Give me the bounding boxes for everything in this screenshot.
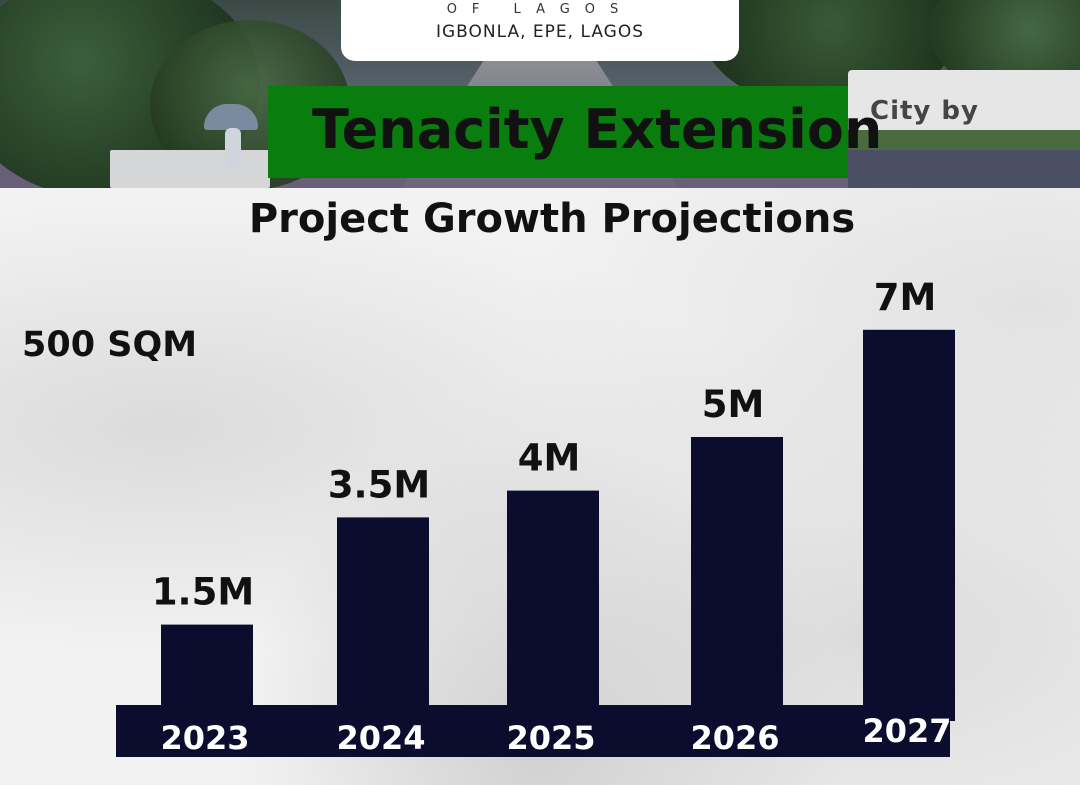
data-label-2023: 1.5M	[152, 571, 254, 614]
chart-title: Project Growth Projections	[248, 196, 856, 242]
estate-sign-text: City by	[870, 96, 979, 126]
data-label-2024: 3.5M	[328, 463, 430, 506]
logo-tagline: OF LAGOS	[446, 2, 634, 17]
bar-2025	[507, 490, 599, 705]
location-label: IGBONLA, EPE, LAGOS	[435, 22, 645, 42]
tick-label-2023: 2023	[160, 719, 249, 757]
data-label-2025: 4M	[518, 437, 581, 480]
logo-card: OF LAGOS IGBONLA, EPE, LAGOS	[341, 0, 739, 61]
tick-label-2027: 2027	[862, 712, 951, 750]
data-label-2027: 7M	[874, 276, 937, 319]
tick-label-2024: 2024	[336, 719, 425, 757]
bar-2026	[691, 437, 783, 705]
pavement-photo	[848, 150, 1080, 188]
project-name: Tenacity Extension	[312, 98, 883, 161]
wall-photo	[110, 150, 270, 188]
bar-2027	[863, 329, 955, 721]
project-name-banner: Tenacity Extension	[268, 86, 882, 178]
person-photo	[225, 128, 241, 168]
plot-size-label: 500 SQM	[22, 325, 198, 365]
tick-label-2025: 2025	[506, 719, 595, 757]
data-label-2026: 5M	[702, 383, 765, 426]
umbrella-photo	[204, 104, 258, 130]
bar-2024	[337, 517, 429, 705]
x-axis-band	[116, 705, 950, 757]
tick-label-2026: 2026	[690, 719, 779, 757]
bar-2023	[161, 624, 253, 705]
